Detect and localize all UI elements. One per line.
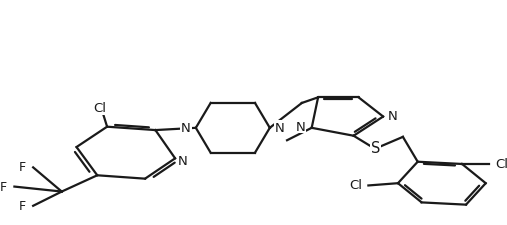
Text: S: S xyxy=(371,140,380,155)
Text: Cl: Cl xyxy=(495,157,507,170)
Text: N: N xyxy=(388,109,398,122)
Text: Cl: Cl xyxy=(349,178,363,191)
Text: F: F xyxy=(0,180,7,193)
Text: N: N xyxy=(275,121,284,134)
Text: Cl: Cl xyxy=(93,101,106,115)
Text: N: N xyxy=(181,121,191,134)
Text: F: F xyxy=(19,199,26,212)
Text: N: N xyxy=(296,120,306,133)
Text: F: F xyxy=(19,161,26,174)
Text: N: N xyxy=(178,154,188,167)
